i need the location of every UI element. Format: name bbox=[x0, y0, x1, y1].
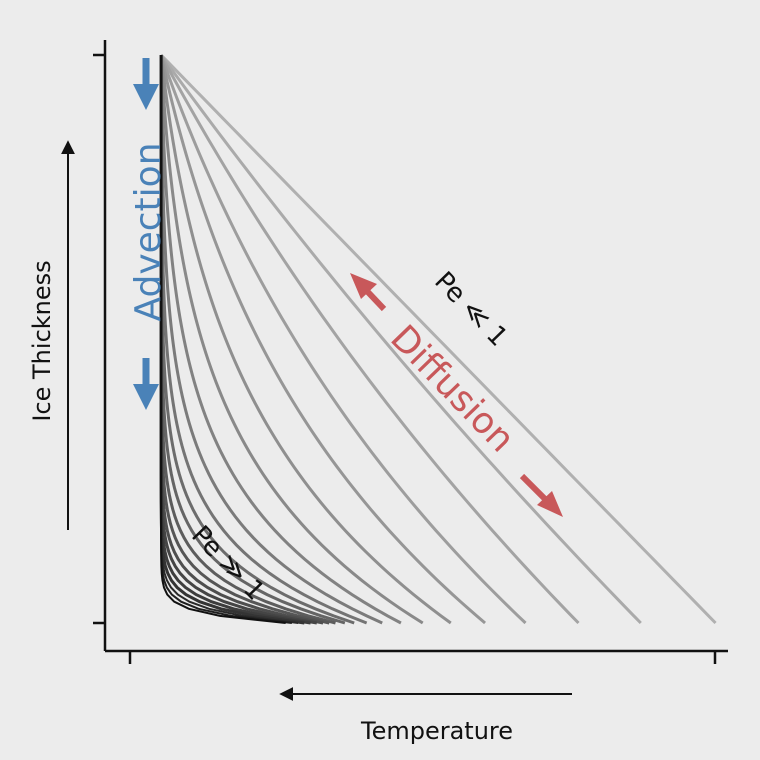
profile-curve-13 bbox=[159, 54, 402, 625]
pe-low-label: Pe ≪ 1 bbox=[428, 266, 513, 352]
profile-curve-18 bbox=[159, 54, 580, 625]
advection-label: Advection bbox=[128, 142, 169, 321]
x-axis-label: Temperature bbox=[360, 717, 513, 745]
diffusion-arrow-up bbox=[350, 273, 387, 312]
profile-curve-14 bbox=[159, 54, 424, 625]
diffusion-arrow-down bbox=[519, 473, 563, 517]
axes bbox=[93, 40, 728, 664]
advection-arrow-bottom bbox=[133, 358, 159, 410]
profile-curves bbox=[159, 53, 717, 625]
profile-curve-8 bbox=[159, 55, 336, 625]
profile-curve-17 bbox=[159, 54, 527, 625]
profile-curve-20 bbox=[159, 53, 717, 625]
advection-annotation: Advection bbox=[128, 58, 169, 410]
profile-curve-15 bbox=[159, 54, 452, 625]
y-axis-label: Ice Thickness bbox=[28, 260, 56, 421]
profile-curve-19 bbox=[159, 54, 642, 625]
profile-curve-16 bbox=[159, 54, 487, 625]
advection-arrow-top bbox=[133, 58, 159, 110]
profile-curve-0 bbox=[160, 55, 286, 624]
